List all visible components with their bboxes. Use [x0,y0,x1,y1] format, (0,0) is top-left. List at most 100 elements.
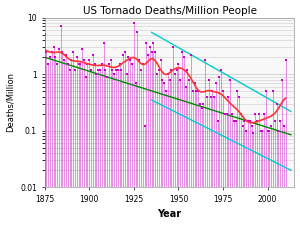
Point [96,68,100,72]
X-axis label: Year: Year [158,209,182,219]
Point [167,78,172,81]
Point [283,58,288,62]
Point [162,81,167,85]
Y-axis label: Deaths/Million: Deaths/Million [6,72,15,133]
Point [258,129,263,133]
Point [267,129,272,133]
Point [105,75,110,79]
Point [56,47,61,51]
Point [262,112,266,115]
Point [196,90,200,93]
Point [146,53,151,57]
Point [278,119,283,123]
Point [62,58,67,62]
Point [235,90,240,93]
Point [190,90,195,93]
Point [255,119,260,123]
Point [117,63,122,66]
Point [237,95,242,99]
Point [260,129,265,133]
Point [142,124,147,128]
Point [188,53,193,57]
Point [158,58,163,62]
Point [244,129,249,133]
Point [92,63,97,66]
Point [171,45,176,49]
Point [71,50,76,54]
Point [58,25,63,28]
Point [240,124,245,128]
Point [228,78,232,81]
Point [65,63,70,66]
Point [48,55,52,59]
Point [219,68,224,72]
Point [126,55,131,59]
Point [272,119,277,123]
Point [67,68,72,72]
Point [253,112,258,115]
Point [99,63,104,66]
Point [192,81,197,85]
Point [249,124,254,128]
Point [69,58,74,62]
Point [199,106,204,110]
Point [212,95,217,99]
Point [214,81,218,85]
Point [242,119,247,123]
Point [133,81,138,85]
Point [94,72,99,76]
Point [271,90,275,93]
Point [194,90,199,93]
Point [197,102,202,106]
Point [263,90,268,93]
Point [269,124,274,128]
Point [183,85,188,89]
Point [217,75,222,79]
Point [246,119,250,123]
Point [121,53,125,57]
Point [60,50,65,54]
Point [256,112,261,115]
Point [231,119,236,123]
Point [233,119,238,123]
Point [276,129,281,133]
Title: US Tornado Deaths/Million People: US Tornado Deaths/Million People [82,6,256,16]
Point [73,68,77,72]
Point [122,50,127,54]
Point [180,50,184,54]
Point [178,78,183,81]
Point [206,78,211,81]
Point [281,124,286,128]
Point [55,63,59,66]
Point [106,63,111,66]
Point [46,63,51,66]
Point [101,42,106,45]
Point [208,95,213,99]
Point [203,58,208,62]
Point [82,58,86,62]
Point [248,119,252,123]
Point [151,42,156,45]
Point [85,63,90,66]
Point [80,47,85,51]
Point [210,90,215,93]
Point [74,55,79,59]
Point [164,90,168,93]
Point [156,68,161,72]
Point [78,63,83,66]
Point [265,129,270,133]
Point [98,68,102,72]
Point [76,63,81,66]
Point [224,112,229,115]
Point [51,45,56,49]
Point [114,68,118,72]
Point [165,72,170,76]
Point [185,68,190,72]
Point [44,50,49,54]
Point [280,78,284,81]
Point [116,68,120,72]
Point [172,72,177,76]
Point [174,68,179,72]
Point [148,45,152,49]
Point [83,75,88,79]
